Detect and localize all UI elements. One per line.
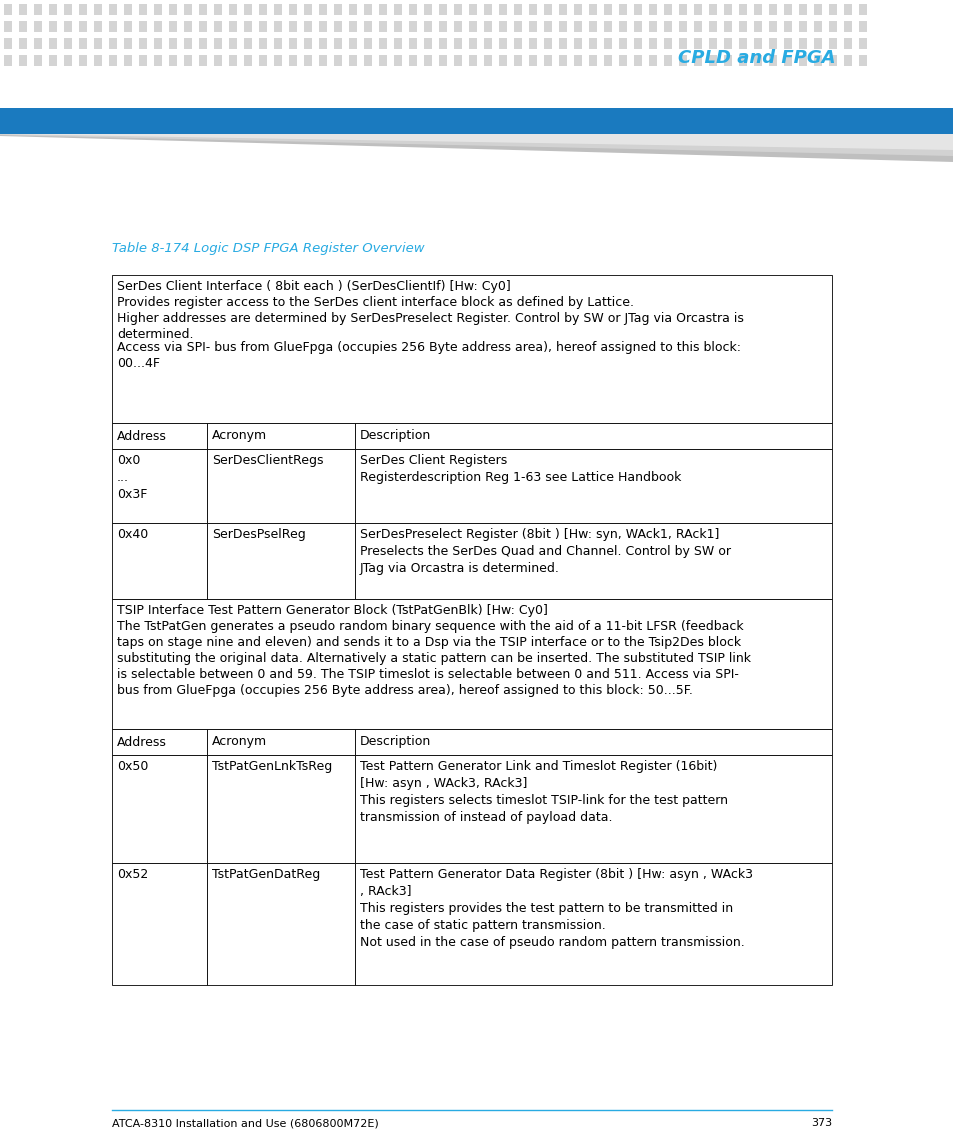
FancyBboxPatch shape <box>858 21 866 32</box>
FancyBboxPatch shape <box>483 21 492 32</box>
Bar <box>355 863 831 985</box>
FancyBboxPatch shape <box>64 55 71 66</box>
FancyBboxPatch shape <box>799 55 806 66</box>
FancyBboxPatch shape <box>648 3 657 15</box>
FancyBboxPatch shape <box>304 3 312 15</box>
FancyBboxPatch shape <box>409 38 416 49</box>
FancyBboxPatch shape <box>229 21 236 32</box>
FancyBboxPatch shape <box>483 3 492 15</box>
Text: 0x0
...
0x3F: 0x0 ... 0x3F <box>117 455 147 502</box>
FancyBboxPatch shape <box>828 21 836 32</box>
FancyBboxPatch shape <box>213 55 222 66</box>
FancyBboxPatch shape <box>364 55 372 66</box>
Bar <box>207 449 355 523</box>
FancyBboxPatch shape <box>543 3 552 15</box>
FancyBboxPatch shape <box>274 3 282 15</box>
FancyBboxPatch shape <box>244 55 252 66</box>
FancyBboxPatch shape <box>378 21 387 32</box>
FancyBboxPatch shape <box>648 21 657 32</box>
FancyBboxPatch shape <box>768 38 776 49</box>
FancyBboxPatch shape <box>858 55 866 66</box>
FancyBboxPatch shape <box>109 21 117 32</box>
FancyBboxPatch shape <box>19 38 27 49</box>
Text: 0x52: 0x52 <box>117 868 148 881</box>
FancyBboxPatch shape <box>409 21 416 32</box>
FancyBboxPatch shape <box>139 38 147 49</box>
FancyBboxPatch shape <box>483 55 492 66</box>
FancyBboxPatch shape <box>753 55 761 66</box>
FancyBboxPatch shape <box>723 3 731 15</box>
FancyBboxPatch shape <box>679 38 686 49</box>
FancyBboxPatch shape <box>679 3 686 15</box>
FancyBboxPatch shape <box>693 55 701 66</box>
FancyBboxPatch shape <box>94 38 102 49</box>
FancyBboxPatch shape <box>438 3 447 15</box>
FancyBboxPatch shape <box>124 55 132 66</box>
Text: 0x40: 0x40 <box>117 528 148 540</box>
Text: Higher addresses are determined by SerDesPreselect Register. Control by SW or JT: Higher addresses are determined by SerDe… <box>117 311 743 341</box>
FancyBboxPatch shape <box>574 38 581 49</box>
FancyBboxPatch shape <box>199 38 207 49</box>
FancyBboxPatch shape <box>469 38 476 49</box>
FancyBboxPatch shape <box>153 21 162 32</box>
FancyBboxPatch shape <box>574 3 581 15</box>
FancyBboxPatch shape <box>4 21 12 32</box>
Text: Description: Description <box>359 735 431 749</box>
FancyBboxPatch shape <box>394 55 401 66</box>
FancyBboxPatch shape <box>693 21 701 32</box>
Bar <box>112 423 207 449</box>
Polygon shape <box>0 134 953 156</box>
FancyBboxPatch shape <box>318 21 327 32</box>
FancyBboxPatch shape <box>139 55 147 66</box>
FancyBboxPatch shape <box>618 21 626 32</box>
Bar <box>112 275 831 423</box>
Bar <box>207 729 355 755</box>
FancyBboxPatch shape <box>49 55 57 66</box>
Bar <box>207 863 355 985</box>
FancyBboxPatch shape <box>334 55 341 66</box>
Bar <box>355 755 831 863</box>
Text: Description: Description <box>359 429 431 442</box>
FancyBboxPatch shape <box>768 55 776 66</box>
Bar <box>112 863 207 985</box>
FancyBboxPatch shape <box>843 21 851 32</box>
FancyBboxPatch shape <box>634 3 641 15</box>
FancyBboxPatch shape <box>828 3 836 15</box>
FancyBboxPatch shape <box>34 55 42 66</box>
FancyBboxPatch shape <box>34 21 42 32</box>
FancyBboxPatch shape <box>49 3 57 15</box>
FancyBboxPatch shape <box>799 3 806 15</box>
Bar <box>112 755 207 863</box>
Text: TSIP Interface Test Pattern Generator Block (TstPatGenBlk) [Hw: Cy0]: TSIP Interface Test Pattern Generator Bl… <box>117 605 547 617</box>
FancyBboxPatch shape <box>634 55 641 66</box>
Text: Table 8-174 Logic DSP FPGA Register Overview: Table 8-174 Logic DSP FPGA Register Over… <box>112 242 424 255</box>
FancyBboxPatch shape <box>4 55 12 66</box>
FancyBboxPatch shape <box>153 55 162 66</box>
FancyBboxPatch shape <box>438 21 447 32</box>
Text: Test Pattern Generator Data Register (8bit ) [Hw: asyn , WAck3
, RAck3]
This reg: Test Pattern Generator Data Register (8b… <box>359 868 752 949</box>
Bar <box>207 523 355 599</box>
FancyBboxPatch shape <box>498 21 506 32</box>
FancyBboxPatch shape <box>274 21 282 32</box>
FancyBboxPatch shape <box>423 21 432 32</box>
FancyBboxPatch shape <box>858 38 866 49</box>
FancyBboxPatch shape <box>739 21 746 32</box>
FancyBboxPatch shape <box>229 3 236 15</box>
FancyBboxPatch shape <box>438 38 447 49</box>
Text: SerDes Client Interface ( 8bit each ) (SerDesClientIf) [Hw: Cy0]: SerDes Client Interface ( 8bit each ) (S… <box>117 281 510 293</box>
FancyBboxPatch shape <box>184 3 192 15</box>
FancyBboxPatch shape <box>529 55 537 66</box>
FancyBboxPatch shape <box>394 3 401 15</box>
FancyBboxPatch shape <box>124 3 132 15</box>
FancyBboxPatch shape <box>514 38 521 49</box>
FancyBboxPatch shape <box>828 55 836 66</box>
FancyBboxPatch shape <box>139 21 147 32</box>
FancyBboxPatch shape <box>843 55 851 66</box>
FancyBboxPatch shape <box>364 38 372 49</box>
FancyBboxPatch shape <box>843 3 851 15</box>
FancyBboxPatch shape <box>378 3 387 15</box>
FancyBboxPatch shape <box>49 38 57 49</box>
FancyBboxPatch shape <box>349 21 356 32</box>
FancyBboxPatch shape <box>94 21 102 32</box>
FancyBboxPatch shape <box>618 38 626 49</box>
